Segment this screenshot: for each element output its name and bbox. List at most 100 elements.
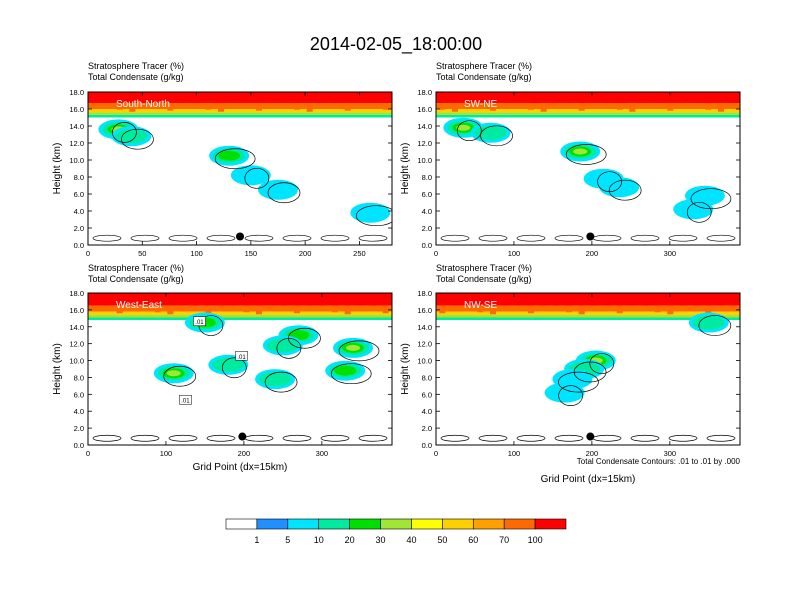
tracer-blob-mid [259,372,292,387]
condensate-contour [130,234,160,242]
tracer-blob-mid [266,338,299,353]
tracer-dip [281,305,288,312]
tracer-band [436,305,740,312]
panel-subtitle: Stratosphere Tracer (%) [436,61,532,71]
condensate-contour [264,371,298,393]
tracer-dip [604,103,610,108]
y-tick-label: 14.0 [69,122,84,131]
tracer-dip [230,305,237,311]
y-tick-label: 18.0 [417,88,432,97]
condensate-contour [558,385,583,406]
tracer-dip [553,103,560,107]
tracer-dip [667,305,674,315]
tracer-dip [528,305,534,314]
tracer-dip [91,305,98,310]
tracer-dip [142,103,148,107]
tracer-dip [464,103,471,107]
plot-area [436,92,740,245]
tracer-dip [654,305,661,313]
x-tick-label: 100 [160,449,173,458]
panel-subtitle: Stratosphere Tracer (%) [88,263,184,273]
x-tick-label: 100 [508,449,521,458]
x-axis-label: Grid Point (dx=15km) [193,462,288,473]
tracer-dip [180,305,186,310]
colorbar-box [411,518,443,530]
tracer-blob-outer [599,177,640,198]
tracer-band [88,114,392,118]
x-tick-label: 150 [245,249,258,258]
tracer-dip [540,103,547,112]
tracer-dip [256,103,262,111]
tracer-dip [642,103,648,107]
tracer-dip [142,305,148,311]
tracer-blob-core [456,124,471,131]
condensate-contour [112,122,137,143]
tracer-dip [439,305,446,314]
tracer-dip [730,305,737,311]
tracer-dip [357,103,364,106]
condensate-contour [686,201,712,223]
tracer-dip [344,103,351,111]
condensate-contour [130,434,160,442]
y-tick-label: 0.0 [74,241,84,250]
colorbar-label: 100 [528,535,543,545]
tracer-blob-outer [350,202,391,223]
tracer-dip [705,103,712,110]
tracer-blob-inner [218,150,241,161]
tracer-band [88,103,392,109]
tracer-dip [218,103,224,112]
x-tick-label: 100 [190,249,203,258]
colorbar-label: 70 [499,535,509,545]
colorbar-box [318,518,350,530]
tracer-dip [578,305,585,315]
tracer-band [436,112,740,115]
condensate-contour [558,371,599,393]
plot-frame [435,91,741,246]
y-tick-label: 4.0 [422,207,432,216]
condensate-contour [92,434,122,442]
tracer-blob-inner [334,365,357,376]
tracer-dip [553,305,560,311]
condensate-contour [206,234,236,242]
y-axis-label: Height (km) [400,343,411,395]
tracer-dip [344,305,351,315]
plot-area [88,92,392,245]
tracer-dip [382,305,389,314]
condensate-contour [668,234,698,242]
tracer-band [88,109,392,113]
condensate-contour [565,144,607,165]
tracer-dip [319,103,326,107]
tracer-blob-outer [544,382,585,403]
tracer-dip [705,305,712,314]
x-tick-label: 300 [664,449,677,458]
y-tick-label: 6.0 [74,190,84,199]
y-tick-label: 18.0 [69,289,84,298]
tracer-blob-outer [258,179,298,200]
tracer-dip [452,305,458,309]
condensate-contour [206,434,236,442]
condensate-contour [608,179,642,201]
condensate-contour [282,234,312,242]
tracer-band [88,311,392,315]
condensate-contour [698,315,732,336]
y-tick-label: 16.0 [69,306,84,315]
condensate-contour [163,365,197,387]
tracer-blob-core [166,370,181,377]
tracer-dip [154,103,161,109]
tracer-dip [256,305,262,315]
y-tick-label: 6.0 [422,390,432,399]
panel-label: South-North [116,99,170,110]
tracer-dip [230,103,237,107]
y-tick-label: 18.0 [69,88,84,97]
y-axis-label: Height (km) [52,143,63,195]
tracer-dip [490,103,496,111]
plot-frame [87,91,393,246]
colorbar-label: 10 [314,535,324,545]
tracer-blob-mid [474,125,507,140]
tracer-dip [167,103,174,111]
colorbar-label: 30 [376,535,386,545]
contour-note: Total Condensate Contours: .01 to .01 by… [577,457,741,466]
y-tick-label: 10.0 [69,357,84,366]
condensate-contour [516,434,546,442]
y-tick-label: 6.0 [422,190,432,199]
